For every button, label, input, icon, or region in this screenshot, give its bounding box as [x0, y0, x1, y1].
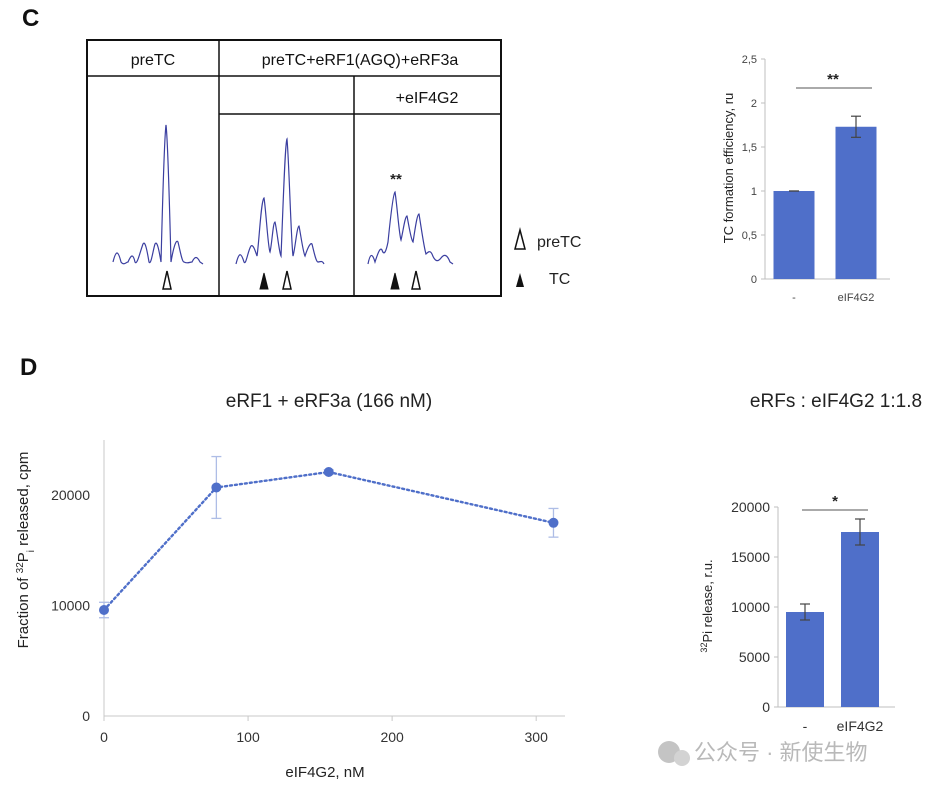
d-bar-ytick-label: 10000: [731, 599, 770, 615]
d-line-ylabel: Fraction of 32Pi released, cpm: [15, 452, 37, 649]
d-line-xtick-label: 300: [525, 729, 549, 745]
d-line-title: eRF1 + eRF3a (166 nM): [226, 391, 432, 412]
col-eif4g2-subheader: +eIF4G2: [396, 90, 459, 107]
watermark-text: 公众号 · 新使生物: [694, 740, 868, 765]
c-bar-eif4g2: [835, 126, 877, 279]
d-line-ytick-label: 10000: [51, 598, 90, 614]
legend-open-arrowhead-icon: [514, 227, 526, 250]
d-line-data-point: [99, 605, 109, 616]
d-bar-category-label: eIF4G2: [837, 718, 884, 734]
d-bar-ylabel: 32Pi release, r.u.: [699, 559, 715, 652]
d-line-series: [102, 470, 555, 612]
d-bar-eif4g2: [841, 532, 879, 707]
c-bar-significance: **: [827, 71, 839, 88]
pi-release-bar-chart: eRFs : eIF4G2 1:1.8 32Pi release, r.u. 0…: [699, 391, 922, 734]
d-line-xtick-label: 0: [100, 729, 108, 745]
col-release-header: preTC+eRF1(AGQ)+eRF3a: [262, 52, 459, 69]
d-bar-ytick-label: 5000: [739, 649, 770, 665]
filled-arrowhead-icon: [259, 272, 269, 290]
panel-d-label: D: [20, 354, 37, 381]
d-line-ytick-label: 0: [82, 708, 90, 724]
d-bar-control: [786, 612, 824, 707]
d-line-data-point: [548, 517, 559, 528]
d-line-data-point: [323, 467, 334, 478]
arrow-legend: preTC TC: [514, 227, 581, 288]
d-bar-category-label: -: [803, 718, 808, 734]
d-bar-significance: *: [832, 493, 838, 510]
panel-c-label: C: [22, 5, 39, 32]
d-bar-ytick-label: 15000: [731, 549, 770, 565]
table-border: [86, 39, 502, 297]
col-pretc-header: preTC: [131, 52, 175, 69]
c-bar-ytick-label: 1,5: [742, 142, 757, 154]
c-bar-ytick-label: 0: [751, 274, 757, 286]
legend-tc-label: TC: [549, 271, 570, 288]
significance-marker-red: **: [390, 171, 402, 188]
c-bar-category-label: -: [792, 292, 796, 304]
c-bar-control: [773, 191, 815, 279]
d-line-data-point: [211, 482, 222, 493]
d-line-ytick-label: 20000: [51, 487, 90, 503]
d-bar-ytick-label: 20000: [731, 499, 770, 515]
pi-release-line-chart: eRF1 + eRF3a (166 nM) eIF4G2, nM Fractio…: [15, 391, 565, 781]
c-bar-ytick-label: 1: [751, 186, 757, 198]
d-line-xlabel: eIF4G2, nM: [285, 764, 364, 781]
c-bar-ytick-label: 2: [751, 98, 757, 110]
d-bar-ytick-label: 0: [762, 699, 770, 715]
trace-release-eif4g2: [367, 190, 454, 265]
c-bar-ytick-label: 2,5: [742, 54, 757, 66]
c-bar-ylabel: TC formation efficiency, ru: [721, 93, 736, 244]
legend-filled-arrowhead-icon: [516, 273, 524, 287]
c-bar-category-label: eIF4G2: [838, 292, 875, 304]
watermark: 公众号 · 新使生物: [658, 740, 868, 766]
chromatography-table: preTC preTC+eRF1(AGQ)+eRF3a +eIF4G2 **: [86, 39, 502, 297]
trace-release: [235, 137, 325, 265]
open-arrowhead-icon: [411, 270, 421, 290]
d-line-xtick-label: 100: [236, 729, 260, 745]
open-arrowhead-icon: [162, 270, 172, 290]
trace-pretc: [112, 124, 204, 265]
open-arrowhead-icon: [282, 270, 292, 290]
d-line-xtick-label: 200: [380, 729, 404, 745]
wechat-icon-secondary: [674, 750, 690, 766]
legend-pretc-label: preTC: [537, 234, 581, 251]
tc-efficiency-bar-chart: TC formation efficiency, ru 0 0,5 1 1,5 2 2,5…: [721, 54, 890, 304]
filled-arrowhead-icon: [390, 272, 400, 290]
c-bar-ytick-label: 0,5: [742, 230, 757, 242]
d-bar-title: eRFs : eIF4G2 1:1.8: [750, 391, 922, 412]
